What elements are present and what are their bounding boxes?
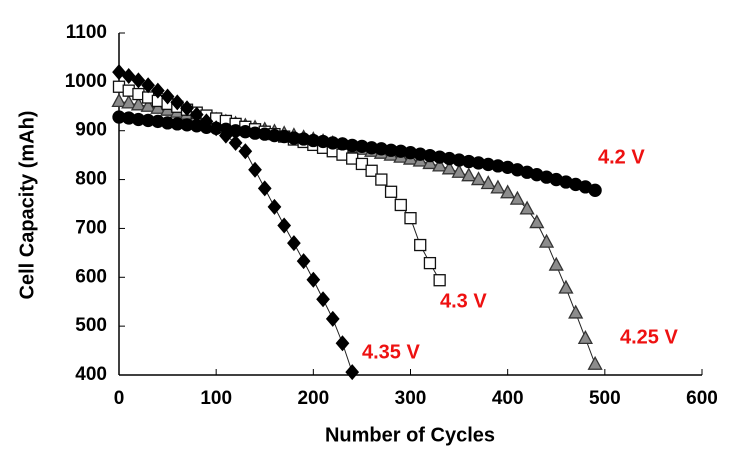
marker	[131, 72, 146, 89]
x-tick-label: 200	[297, 388, 329, 409]
marker	[121, 67, 136, 84]
marker	[500, 184, 516, 199]
marker	[423, 256, 437, 270]
marker	[404, 212, 417, 225]
marker	[490, 179, 506, 194]
marker	[325, 310, 340, 327]
marker	[432, 157, 448, 172]
marker	[394, 198, 407, 212]
marker	[519, 200, 535, 215]
marker	[140, 97, 156, 112]
marker	[355, 157, 369, 171]
x-tick-label: 0	[114, 388, 125, 409]
x-tick-label: 500	[589, 388, 621, 409]
marker	[480, 175, 496, 190]
marker	[509, 190, 525, 205]
marker	[548, 256, 564, 271]
marker	[568, 304, 584, 319]
marker	[538, 233, 555, 248]
marker	[248, 161, 262, 178]
marker	[189, 106, 204, 123]
marker	[588, 183, 602, 197]
marker	[451, 163, 467, 178]
marker	[199, 113, 214, 130]
series-label: 4.35 V	[362, 341, 420, 363]
marker	[384, 185, 398, 198]
x-tick-label: 400	[492, 388, 524, 409]
marker	[219, 127, 233, 144]
marker	[151, 82, 165, 99]
marker	[267, 198, 282, 215]
marker	[228, 134, 243, 151]
marker	[111, 93, 127, 108]
marker	[209, 120, 224, 137]
series-label: 4.3 V	[440, 290, 487, 312]
marker	[587, 355, 603, 370]
y-tick-label: 1000	[65, 71, 107, 92]
marker	[345, 364, 360, 381]
marker	[170, 94, 185, 111]
marker	[130, 96, 147, 111]
x-axis-label: Number of Cycles	[325, 424, 495, 446]
marker	[365, 164, 378, 177]
marker	[112, 64, 126, 81]
marker	[441, 160, 457, 175]
marker	[287, 235, 301, 252]
y-tick-label: 900	[75, 120, 107, 141]
marker	[558, 279, 574, 294]
series-label: 4.2 V	[598, 146, 645, 168]
marker	[238, 143, 253, 160]
marker	[433, 274, 446, 287]
marker	[306, 271, 321, 288]
marker	[296, 253, 311, 270]
x-tick-label: 100	[200, 388, 232, 409]
y-tick-label: 800	[75, 169, 107, 190]
y-tick-label: 700	[75, 217, 107, 238]
marker	[414, 238, 427, 252]
marker	[150, 99, 166, 114]
series-label: 4.25 V	[620, 326, 678, 348]
marker	[277, 217, 292, 234]
marker	[316, 291, 330, 308]
x-tick-label: 600	[686, 388, 718, 409]
x-tick-label: 300	[395, 388, 427, 409]
y-tick-label: 500	[75, 315, 107, 336]
marker	[529, 214, 545, 229]
marker	[335, 335, 350, 352]
marker	[257, 180, 272, 197]
y-tick-label: 400	[75, 364, 107, 385]
marker	[121, 94, 137, 109]
marker	[375, 173, 388, 186]
marker	[470, 171, 487, 186]
marker	[461, 167, 477, 182]
marker	[141, 77, 156, 94]
marker	[577, 329, 593, 345]
series-line	[118, 100, 596, 365]
y-tick-label: 1100	[66, 22, 107, 43]
marker	[422, 155, 438, 170]
marker	[160, 88, 175, 105]
marker	[180, 100, 194, 117]
y-axis-label: Cell Capacity (mAh)	[16, 111, 38, 300]
y-tick-label: 600	[75, 266, 107, 287]
